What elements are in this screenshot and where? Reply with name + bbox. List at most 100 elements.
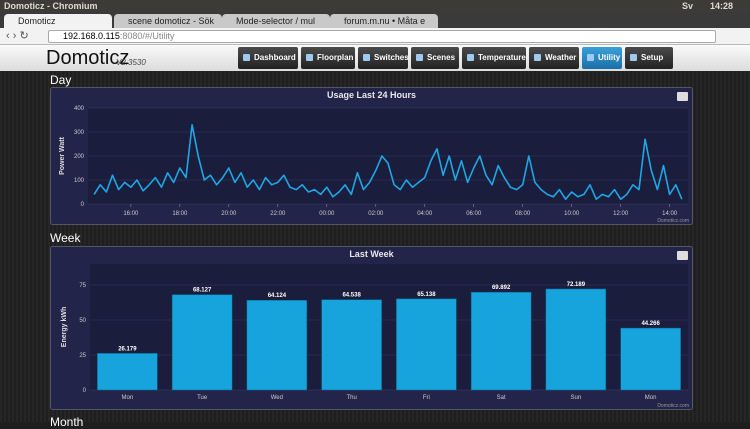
clock[interactable]: 14:28 xyxy=(710,1,734,11)
y-tick-label: 0 xyxy=(83,388,87,394)
y-tick-label: 25 xyxy=(79,353,86,359)
data-label: 65.138 xyxy=(417,292,436,298)
toolbar: ‹ › ↻ 192.168.0.115:8080/#/Utility xyxy=(0,28,750,45)
url-rest: :8080/#/Utility xyxy=(119,31,175,41)
credits: Domoticz.com xyxy=(657,218,689,224)
chart-title: Usage Last 24 Hours xyxy=(327,90,416,100)
chart: Last Week Energy kWh Domoticz.com 0 25 50 75 26… xyxy=(50,246,693,410)
x-tick-label: 18:00 xyxy=(172,211,188,217)
tab[interactable]: Mode-selector / mul xyxy=(222,14,330,28)
y-tick-label: 0 xyxy=(81,202,85,208)
x-tick-label: 08:00 xyxy=(515,211,531,217)
x-tick-label: 12:00 xyxy=(613,211,629,217)
tab[interactable]: scene domoticz - Sök xyxy=(114,14,222,28)
system-bar: Domoticz - Chromium Sv 14:28 xyxy=(0,0,750,12)
y-tick-label: 300 xyxy=(74,130,85,136)
section-heading: Day xyxy=(50,73,72,87)
nav-label: Scenes xyxy=(427,53,456,62)
tab[interactable]: Domoticz xyxy=(4,14,112,28)
y-tick-label: 400 xyxy=(74,106,85,112)
x-tick-label: 10:00 xyxy=(564,211,580,217)
window-title: Domoticz - Chromium xyxy=(4,1,98,11)
nav-label: Switches xyxy=(374,53,409,62)
data-label: 64.124 xyxy=(268,293,287,299)
bar xyxy=(321,299,382,391)
nav-button[interactable]: Temperature xyxy=(462,47,526,69)
nav-buttons[interactable]: ‹ › ↻ xyxy=(6,30,29,42)
data-label: 44.266 xyxy=(641,321,660,327)
x-tick-label: Sat xyxy=(497,395,506,401)
nav-label: Weather xyxy=(545,53,577,62)
nav-label: Dashboard xyxy=(254,53,296,62)
x-tick-label: Sun xyxy=(571,395,582,401)
line-series xyxy=(93,124,683,200)
y-axis-label: Power Watt xyxy=(59,136,66,175)
x-tick-label: Mon xyxy=(645,395,657,401)
bar xyxy=(396,298,457,391)
data-label: 68.127 xyxy=(193,288,212,294)
data-label: 64.538 xyxy=(342,293,361,299)
nav-icon xyxy=(534,54,541,61)
app-header: Domoticz V2.3530 Dashboard Floorplan Switc… xyxy=(0,45,750,71)
chart-menu[interactable] xyxy=(677,251,688,260)
chart: Usage Last 24 Hours Power Watt Domoticz.co… xyxy=(50,87,693,225)
x-tick-label: 06:00 xyxy=(466,211,482,217)
chart-menu[interactable] xyxy=(677,92,688,101)
x-tick-label: 04:00 xyxy=(417,211,433,217)
y-tick-label: 75 xyxy=(79,283,86,289)
nav-button[interactable]: Setup xyxy=(625,47,673,69)
credits: Domoticz.com xyxy=(657,403,689,409)
nav-label: Temperature xyxy=(478,53,526,62)
nav-button[interactable]: Weather xyxy=(529,47,579,69)
version: V2.3530 xyxy=(116,58,146,67)
nav-button[interactable]: Floorplan xyxy=(301,47,355,69)
y-tick-label: 200 xyxy=(74,154,85,160)
chart-title: Last Week xyxy=(349,249,394,259)
nav-button[interactable]: Dashboard xyxy=(238,47,298,69)
bar xyxy=(620,327,681,391)
app-name: Domoticz xyxy=(46,47,130,69)
x-tick-label: Wed xyxy=(271,395,283,401)
data-label: 26.179 xyxy=(118,346,137,352)
nav-icon xyxy=(630,54,637,61)
nav-label: Utility xyxy=(598,53,621,62)
tab-strip: Domoticz scene domoticz - Sök Mode-selec… xyxy=(0,12,750,28)
nav-icon xyxy=(243,54,250,61)
tab[interactable]: forum.m.nu • Måta e xyxy=(330,14,438,28)
nav-button[interactable]: Switches xyxy=(358,47,409,69)
x-tick-label: Thu xyxy=(346,395,356,401)
x-tick-label: 22:00 xyxy=(270,211,286,217)
keyboard[interactable]: Sv xyxy=(682,1,694,11)
x-tick-label: 02:00 xyxy=(368,211,384,217)
nav-button[interactable]: Utility xyxy=(582,47,622,69)
nav-icon xyxy=(587,54,594,61)
y-tick-label: 50 xyxy=(79,318,86,324)
nav-icon xyxy=(416,54,423,61)
data-label: 69.892 xyxy=(492,285,511,291)
bar xyxy=(246,299,308,391)
bar xyxy=(171,294,233,391)
x-tick-label: Mon xyxy=(122,395,134,401)
nav-button[interactable]: Scenes xyxy=(411,47,459,69)
x-tick-label: Fri xyxy=(423,395,430,401)
x-tick-label: 00:00 xyxy=(319,211,335,217)
y-tick-label: 100 xyxy=(74,178,85,184)
bar xyxy=(97,353,158,391)
y-axis-label: Energy kWh xyxy=(61,307,68,347)
section-heading: Week xyxy=(50,231,81,245)
data-label: 72.189 xyxy=(567,282,586,288)
nav-icon xyxy=(306,54,313,61)
x-tick-label: 16:00 xyxy=(123,211,139,217)
x-tick-label: 14:00 xyxy=(662,211,678,217)
bar xyxy=(545,288,607,391)
nav-label: Setup xyxy=(641,53,664,62)
address-bar[interactable]: 192.168.0.115:8080/#/Utility xyxy=(48,30,716,43)
nav-icon xyxy=(363,54,370,61)
nav-label: Floorplan xyxy=(317,53,354,62)
nav-icon xyxy=(467,54,474,61)
bar xyxy=(470,291,532,391)
url-host: 192.168.0.115 xyxy=(63,31,120,41)
x-tick-label: Tue xyxy=(197,395,208,401)
x-tick-label: 20:00 xyxy=(221,211,237,217)
